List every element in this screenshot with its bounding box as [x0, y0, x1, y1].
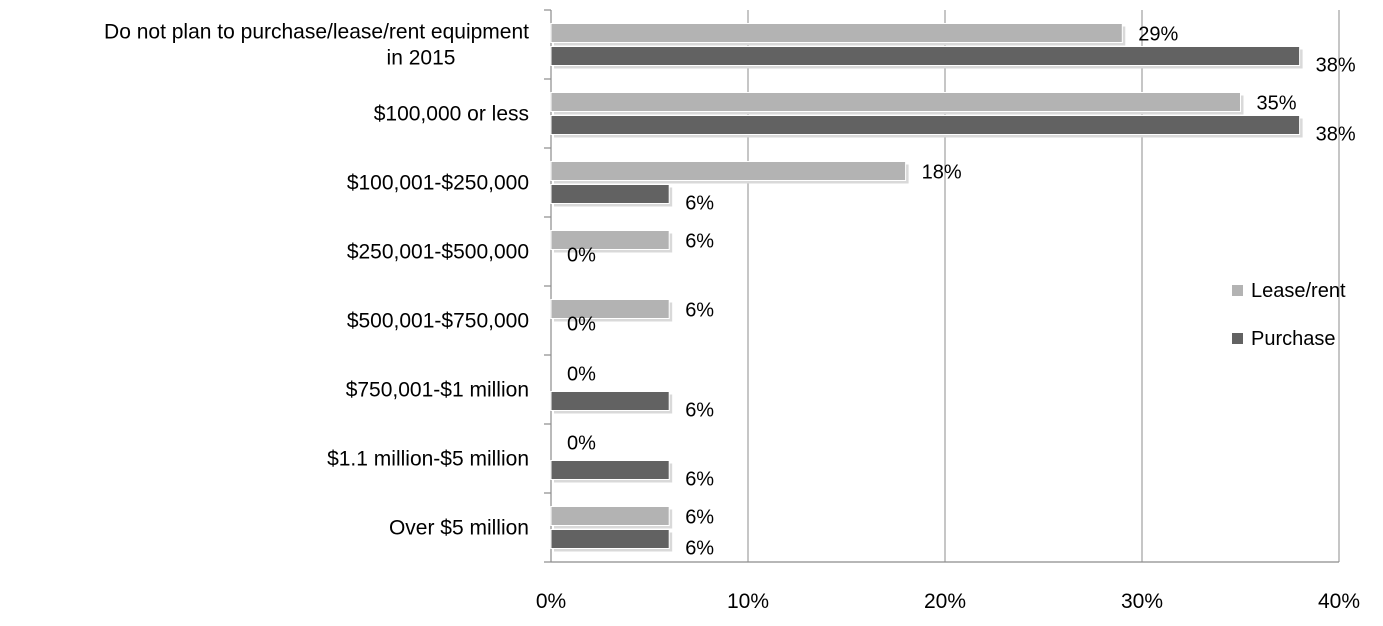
legend-label: Purchase: [1251, 328, 1336, 350]
data-label: 35%: [1257, 93, 1297, 115]
data-label: 0%: [567, 433, 596, 455]
legend-swatch: [1232, 285, 1243, 296]
x-tick-label: 0%: [536, 590, 566, 613]
bar-lease-rent: [550, 506, 670, 526]
category-label: $250,001-$500,000: [347, 241, 529, 264]
data-label: 6%: [685, 300, 714, 322]
legend-swatch: [1232, 333, 1243, 344]
category-label: in 2015: [387, 47, 456, 70]
data-label: 6%: [685, 538, 714, 560]
bar-purchase: [550, 46, 1301, 66]
category-label: $750,001-$1 million: [346, 379, 529, 402]
x-tick-label: 20%: [924, 590, 966, 613]
data-label: 0%: [567, 245, 596, 267]
data-label: 38%: [1316, 55, 1356, 77]
data-label: 6%: [685, 231, 714, 253]
x-tick-label: 10%: [727, 590, 769, 613]
category-label: $500,001-$750,000: [347, 310, 529, 333]
data-label: 18%: [922, 162, 962, 184]
bar-purchase: [550, 391, 670, 411]
data-label: 6%: [685, 507, 714, 529]
bar-purchase: [550, 115, 1301, 135]
category-label: Do not plan to purchase/lease/rent equip…: [104, 21, 529, 44]
bar-lease-rent: [550, 299, 670, 319]
data-label: 6%: [685, 469, 714, 491]
bar-lease-rent: [550, 161, 907, 181]
bar-lease-rent: [550, 230, 670, 250]
bar-purchase: [550, 460, 670, 480]
x-tick-label: 40%: [1318, 590, 1360, 613]
bar-purchase: [550, 184, 670, 204]
bar-lease-rent: [550, 23, 1123, 43]
bar-purchase: [550, 529, 670, 549]
category-label: $1.1 million-$5 million: [327, 448, 529, 471]
data-label: 38%: [1316, 124, 1356, 146]
data-label: 6%: [685, 400, 714, 422]
x-tick-label: 30%: [1121, 590, 1163, 613]
category-label: $100,000 or less: [374, 103, 529, 126]
data-label: 0%: [567, 364, 596, 386]
legend-label: Lease/rent: [1251, 280, 1346, 302]
data-label: 29%: [1138, 24, 1178, 46]
data-label: 6%: [685, 193, 714, 215]
bar-lease-rent: [550, 92, 1241, 112]
category-label: Over $5 million: [389, 517, 529, 540]
data-label: 0%: [567, 314, 596, 336]
category-label: $100,001-$250,000: [347, 172, 529, 195]
